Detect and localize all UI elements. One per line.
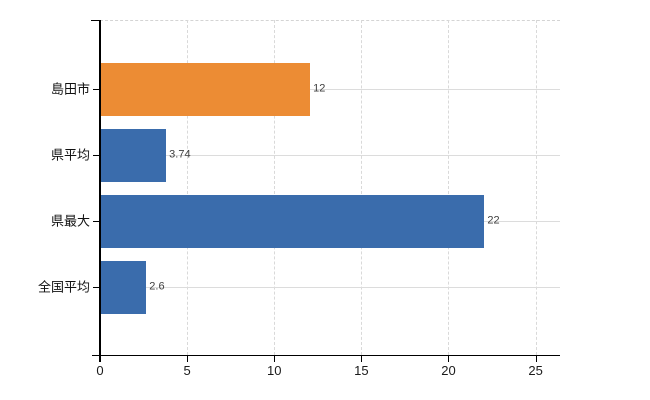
vertical-gridline <box>187 20 189 355</box>
bar-value-label: 3.74 <box>169 148 191 161</box>
x-axis-tick-label: 10 <box>267 363 282 378</box>
x-axis-tick-label: 0 <box>96 363 104 378</box>
y-axis-tick <box>93 287 100 288</box>
horizontal-gridline <box>100 89 560 90</box>
category-label: 県最大 <box>50 213 90 229</box>
horizontal-gridline <box>100 287 560 288</box>
x-axis-tick-label: 20 <box>441 363 456 378</box>
vertical-gridline <box>448 20 450 355</box>
x-axis-tick <box>274 356 276 362</box>
y-axis-tick <box>93 89 100 90</box>
category-label: 県平均 <box>50 147 90 163</box>
x-axis-line <box>92 354 560 356</box>
bar <box>101 128 167 182</box>
bar-value-label: 22 <box>487 214 500 227</box>
x-axis-tick <box>361 356 363 362</box>
x-axis-tick <box>187 356 189 362</box>
x-axis-tick-label: 15 <box>354 363 369 378</box>
category-label: 全国平均 <box>37 279 90 295</box>
x-axis-tick <box>448 356 450 362</box>
bar <box>101 62 311 116</box>
category-label: 島田市 <box>50 81 90 97</box>
vertical-gridline <box>274 20 276 355</box>
y-axis-line <box>99 20 101 362</box>
x-axis-tick <box>535 356 537 362</box>
x-axis-tick-label: 5 <box>183 363 191 378</box>
bar-value-label: 2.6 <box>149 280 165 293</box>
x-axis-tick-label: 25 <box>528 363 543 378</box>
bar <box>101 194 485 248</box>
bar <box>101 260 147 314</box>
y-axis-end-tick <box>91 20 99 21</box>
y-axis-tick <box>93 221 100 222</box>
vertical-gridline <box>535 20 537 355</box>
bar-value-label: 12 <box>313 82 326 95</box>
x-axis-tick <box>100 356 101 362</box>
horizontal-gridline <box>100 155 560 156</box>
plot-top-border <box>100 20 560 21</box>
y-axis-tick <box>93 155 100 156</box>
vertical-gridline <box>361 20 363 355</box>
